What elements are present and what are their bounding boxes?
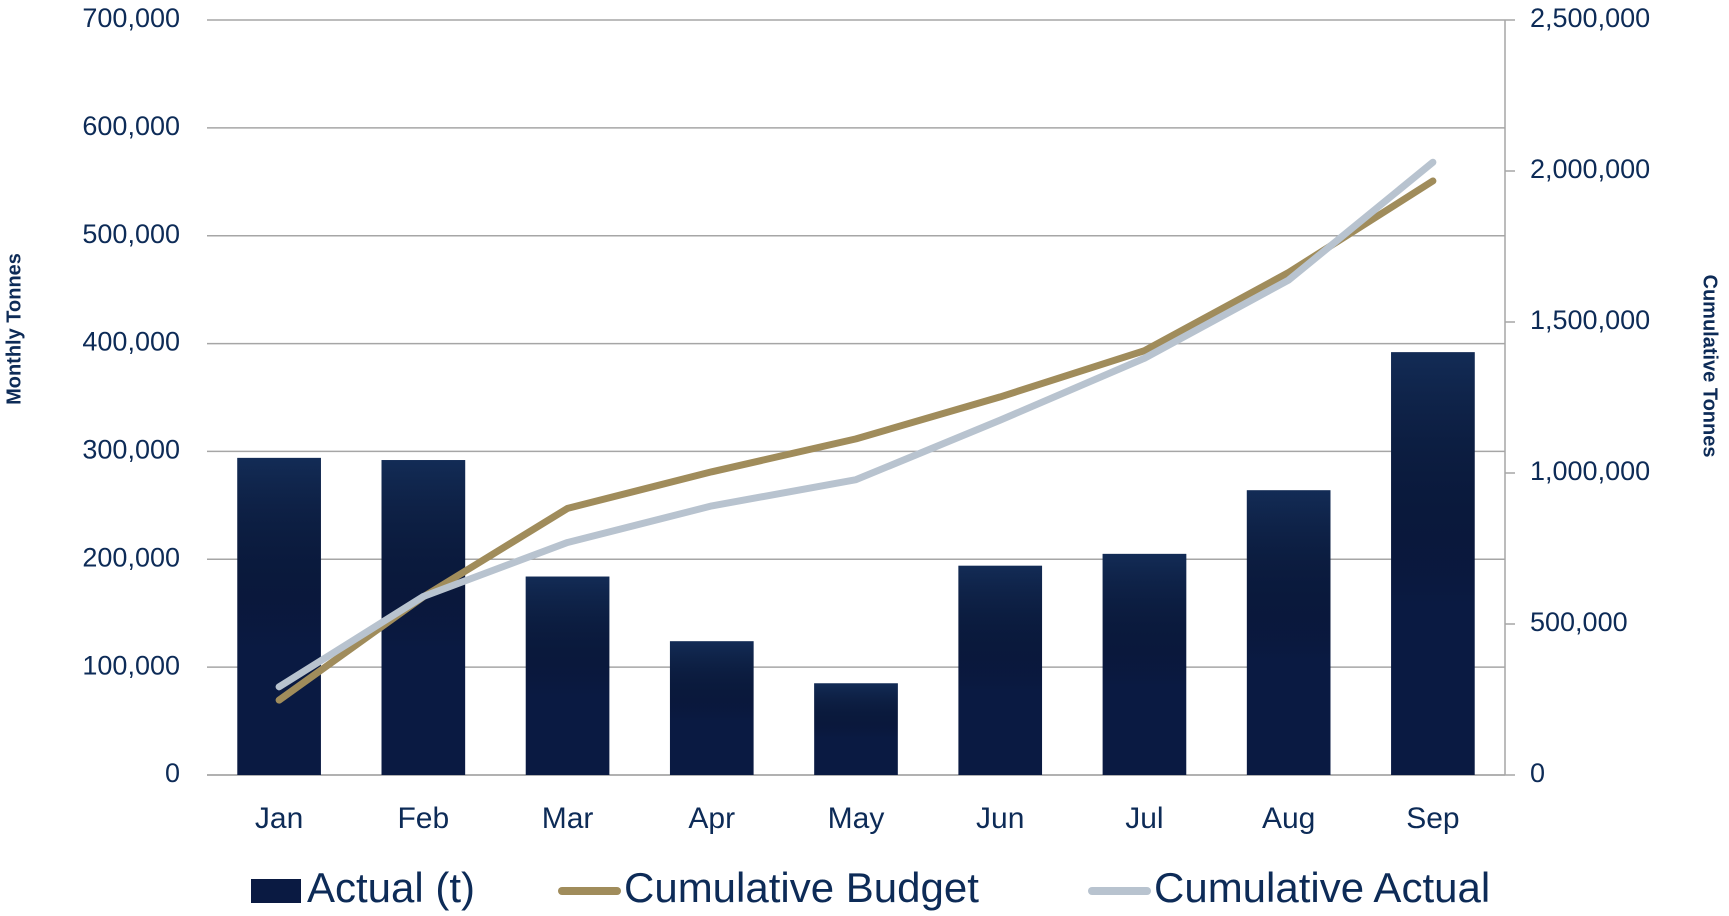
x-tick-label: Aug xyxy=(1262,802,1315,835)
bar-shade xyxy=(237,457,321,775)
y2-axis-title: Cumulative Tonnes xyxy=(1699,275,1721,458)
x-tick-label: Jul xyxy=(1125,802,1163,835)
y2-tick-label: 1,500,000 xyxy=(1530,305,1650,335)
y2-tick-label: 1,000,000 xyxy=(1530,456,1650,486)
legend-label: Actual (t) xyxy=(307,864,475,911)
y-tick-label: 200,000 xyxy=(82,542,180,572)
y2-tick-label: 2,500,000 xyxy=(1530,3,1650,33)
bar-shade xyxy=(669,641,754,775)
x-tick-label: May xyxy=(828,802,885,835)
y2-tick-label: 500,000 xyxy=(1530,607,1628,637)
legend-swatch xyxy=(251,879,301,903)
y-tick-label: 0 xyxy=(165,758,180,788)
bar-shade xyxy=(814,683,898,775)
line xyxy=(275,158,1437,691)
x-tick-label: Mar xyxy=(542,802,594,835)
bar-shade xyxy=(1246,490,1331,775)
y-tick-label: 600,000 xyxy=(82,111,180,141)
legend-label: Cumulative Budget xyxy=(624,864,979,911)
legend-label: Cumulative Actual xyxy=(1154,864,1490,911)
x-tick-label: Jan xyxy=(255,802,303,835)
y-axis-title: Monthly Tonnes xyxy=(3,253,25,405)
line xyxy=(275,177,1437,704)
x-tick-label: Feb xyxy=(397,802,449,835)
y-tick-label: 700,000 xyxy=(82,3,180,33)
y2-tick-label: 2,000,000 xyxy=(1530,154,1650,184)
y-tick-label: 100,000 xyxy=(82,650,180,680)
y-tick-label: 300,000 xyxy=(82,435,180,465)
x-tick-label: Apr xyxy=(688,802,735,835)
y-tick-label: 500,000 xyxy=(82,219,180,249)
bar-shade xyxy=(1102,553,1187,775)
bar-shade xyxy=(525,576,610,775)
x-tick-label: Sep xyxy=(1406,802,1459,835)
y2-tick-label: 0 xyxy=(1530,758,1545,788)
bar-shade xyxy=(958,565,1043,775)
y-tick-label: 400,000 xyxy=(82,327,180,357)
bar-shade xyxy=(1391,352,1475,775)
x-tick-label: Jun xyxy=(976,802,1024,835)
